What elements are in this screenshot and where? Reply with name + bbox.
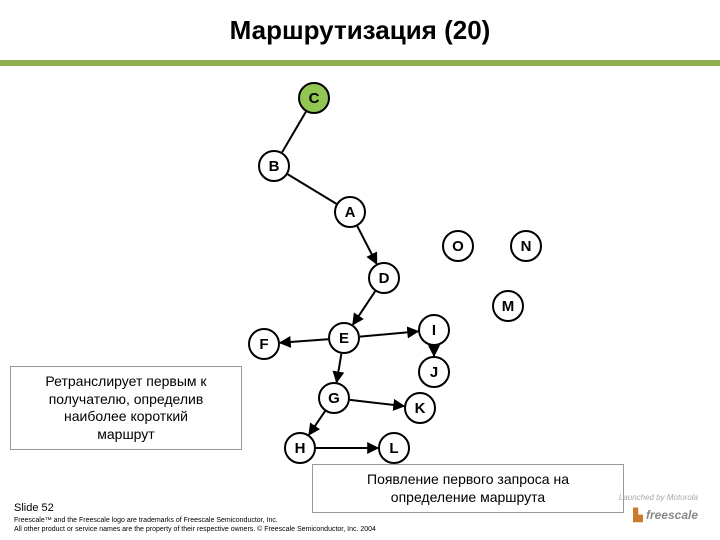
node-M: M <box>492 290 524 322</box>
edge-E-G <box>337 354 342 382</box>
node-O: O <box>442 230 474 262</box>
motorola-tag: Launched by Motorola <box>619 493 698 502</box>
footer-line-1: Freescale™ and the Freescale logo are tr… <box>14 517 706 525</box>
node-L: L <box>378 432 410 464</box>
node-H: H <box>284 432 316 464</box>
node-E: E <box>328 322 360 354</box>
node-A: A <box>334 196 366 228</box>
node-G: G <box>318 382 350 414</box>
footer: Slide 52 Freescale™ and the Freescale lo… <box>14 502 706 534</box>
node-B: B <box>258 150 290 182</box>
edge-C-B <box>282 112 306 152</box>
node-F: F <box>248 328 280 360</box>
footer-line-2: All other product or service names are t… <box>14 526 706 534</box>
edge-E-F <box>280 339 328 343</box>
slide-number: Slide 52 <box>14 502 706 515</box>
node-K: K <box>404 392 436 424</box>
edge-E-I <box>360 331 418 336</box>
node-C: C <box>298 82 330 114</box>
title-bar: Маршрутизация (20) <box>0 0 720 66</box>
network-diagram: C B A O N D M I F E J G K H L Ретранслирует первым кпо… <box>0 66 720 506</box>
node-N: N <box>510 230 542 262</box>
edge-D-E <box>353 291 375 324</box>
edge-G-H <box>309 411 325 435</box>
callout-left: Ретранслирует первым кполучателю, опреде… <box>10 366 242 450</box>
edge-G-K <box>350 400 404 406</box>
node-J: J <box>418 356 450 388</box>
node-D: D <box>368 262 400 294</box>
page-title: Маршрутизация (20) <box>230 15 491 46</box>
edge-A-D <box>357 226 376 264</box>
edge-B-A <box>288 174 337 203</box>
node-I: I <box>418 314 450 346</box>
